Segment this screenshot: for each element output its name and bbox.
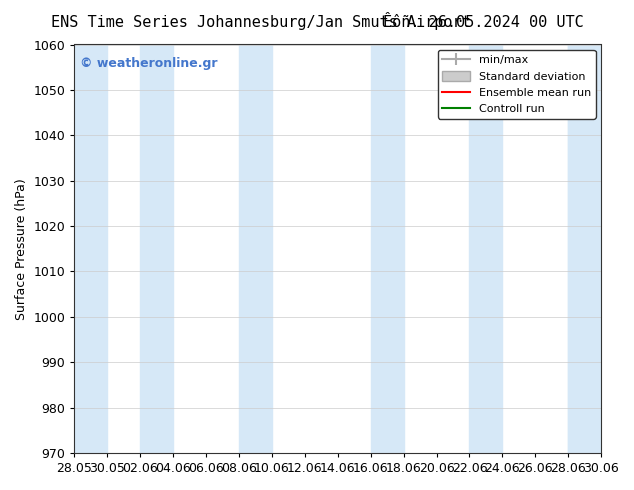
Bar [469, 45, 502, 453]
Text: ENS Time Series Johannesburg/Jan Smuts Airport: ENS Time Series Johannesburg/Jan Smuts A… [51, 15, 470, 30]
Bar [568, 45, 601, 453]
Bar [239, 45, 272, 453]
Legend: min/max, Standard deviation, Ensemble mean run, Controll run: min/max, Standard deviation, Ensemble me… [437, 50, 595, 119]
Text: Êôñ. 26.05.2024 00 UTC: Êôñ. 26.05.2024 00 UTC [382, 15, 583, 30]
Bar [568, 45, 601, 453]
Text: © weatheronline.gr: © weatheronline.gr [80, 57, 217, 70]
Y-axis label: Surface Pressure (hPa): Surface Pressure (hPa) [15, 178, 28, 319]
Bar [140, 45, 173, 453]
Bar [74, 45, 107, 453]
Bar [371, 45, 404, 453]
